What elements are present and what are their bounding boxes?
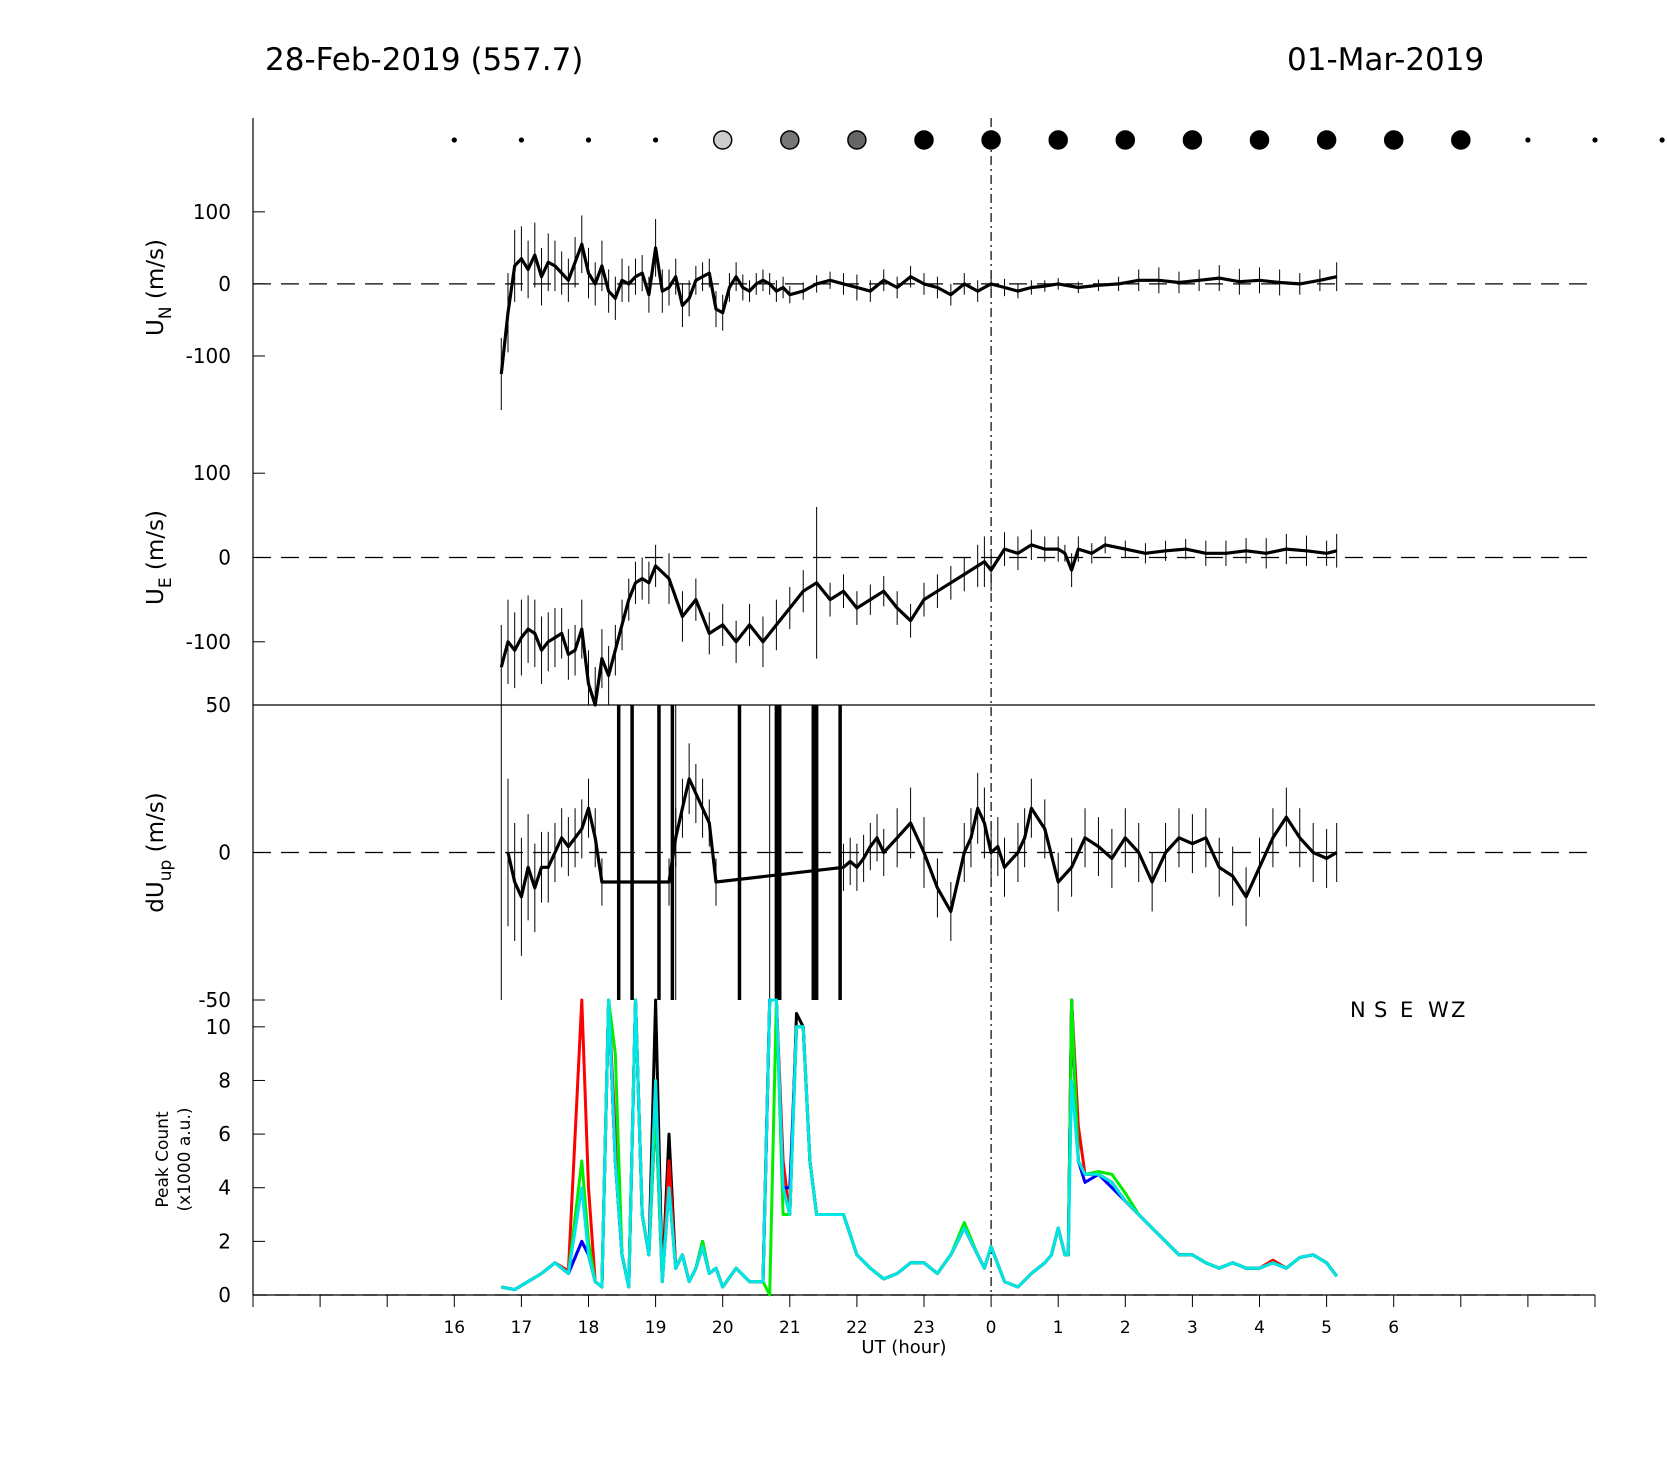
chart-grid	[253, 283, 1595, 1296]
y-tick-label: -100	[186, 344, 231, 368]
y-tick-label: 50	[206, 693, 231, 717]
y-tick-label: 8	[218, 1068, 231, 1092]
y-axis-label-line1: Peak Count	[153, 1111, 173, 1208]
y-tick-label: 2	[218, 1229, 231, 1253]
marker-dot	[1048, 130, 1068, 150]
x-tick-label: 6	[1388, 1318, 1399, 1338]
series-line-Z	[501, 998, 1338, 1292]
legend-label-Z: Z	[1451, 998, 1465, 1022]
y-tick-label: 0	[218, 272, 231, 296]
y-tick-label: 10	[206, 1015, 231, 1039]
marker-dot	[451, 137, 457, 143]
x-tick-label: 23	[913, 1318, 935, 1338]
x-tick-label: 4	[1254, 1318, 1265, 1338]
y-tick-label: 0	[218, 1283, 231, 1307]
marker-dot	[585, 137, 592, 143]
x-tick-label: 17	[511, 1318, 533, 1338]
legend-label-S: S	[1374, 998, 1387, 1022]
marker-dot	[712, 130, 733, 150]
x-tick-label: 21	[779, 1318, 801, 1338]
y-tick-label: 100	[193, 461, 231, 485]
x-tick-label: 18	[578, 1318, 600, 1338]
x-tick-label: 2	[1120, 1318, 1131, 1338]
legend-label-N: N	[1350, 998, 1366, 1022]
data-line	[506, 777, 1338, 914]
marker-dot	[518, 137, 525, 143]
series-line-E	[501, 998, 1338, 1292]
y-tick-label: 100	[193, 200, 231, 224]
y-axis-label: dUup (m/s)	[143, 792, 176, 912]
y-axis-label-line2: (x1000 a.u.)	[175, 1108, 195, 1212]
y-axis-label: UN (m/s)	[143, 239, 176, 336]
y-tick-label: -100	[186, 630, 231, 654]
marker-dot	[914, 130, 934, 150]
y-tick-label: 0	[218, 841, 231, 865]
title-left: 28-Feb-2019 (557.7)	[265, 42, 584, 78]
marker-dot	[780, 130, 800, 150]
marker-dot	[1659, 137, 1665, 143]
marker-dot	[1115, 130, 1136, 150]
y-tick-label: -50	[198, 988, 231, 1012]
data-line	[499, 242, 1338, 375]
legend-label-E: E	[1400, 998, 1413, 1022]
y-tick-label: 6	[218, 1122, 231, 1146]
series-line-W	[501, 998, 1338, 1297]
series-line-N	[501, 998, 1338, 1292]
marker-dot	[653, 137, 659, 143]
marker-dot	[1451, 130, 1471, 150]
y-axis-label: UE (m/s)	[143, 510, 176, 605]
x-tick-label: 20	[712, 1318, 734, 1338]
x-tick-label: 3	[1187, 1318, 1198, 1338]
marker-dot	[847, 130, 867, 150]
x-tick-label: 5	[1321, 1318, 1332, 1338]
x-tick-label: 1	[1053, 1318, 1064, 1338]
legend-label-W: W	[1428, 998, 1449, 1022]
series-line-S	[501, 998, 1338, 1292]
marker-dot	[1525, 137, 1531, 143]
chart-axes	[252, 118, 1596, 1307]
x-tick-label: 16	[443, 1318, 465, 1338]
y-tick-label: 0	[218, 546, 231, 570]
y-tick-label: 4	[218, 1176, 231, 1200]
marker-dot	[1383, 130, 1404, 150]
marker-dot	[1249, 130, 1270, 150]
marker-dot	[981, 130, 1001, 150]
x-tick-label: 22	[846, 1318, 868, 1338]
marker-dot	[1316, 130, 1337, 150]
marker-dot	[1182, 130, 1203, 150]
x-tick-label: 0	[986, 1318, 997, 1338]
x-axis-label: UT (hour)	[861, 1337, 946, 1358]
data-line	[499, 543, 1338, 707]
chart-marks	[451, 130, 1665, 1297]
x-tick-label: 19	[645, 1318, 667, 1338]
marker-dot	[1592, 137, 1598, 143]
title-right: 01-Mar-2019	[1287, 42, 1485, 78]
